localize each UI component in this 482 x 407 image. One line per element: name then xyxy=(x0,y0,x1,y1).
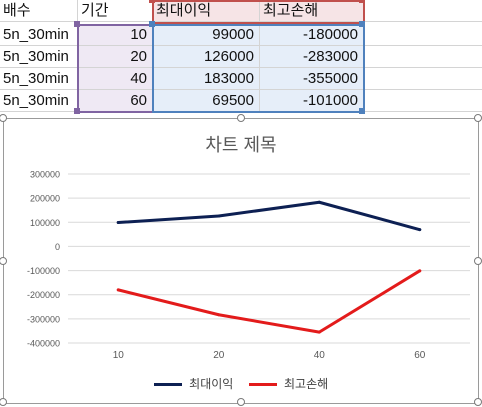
y-tick-label: 0 xyxy=(55,242,60,252)
spreadsheet: 배수 기간 최대이익 최고손해 5n_30min 10 99000 -18000… xyxy=(0,0,482,114)
legend-swatch-max-profit xyxy=(153,383,182,387)
empty-cell[interactable] xyxy=(364,90,482,112)
chart-plot-area: 300000 200000 100000 0 -100000 -200000 -300000… xyxy=(27,170,470,361)
legend-label: 최고손해 xyxy=(284,377,329,391)
cell-max-loss[interactable]: -355000 xyxy=(260,68,364,90)
chart-resize-handle[interactable] xyxy=(474,114,482,122)
x-tick-label: 20 xyxy=(213,350,225,361)
line-chart[interactable]: 차트 제목 300000 200000 100000 0 -100000 -200000 -… xyxy=(0,114,482,406)
y-tick-label: 100000 xyxy=(30,218,60,228)
cell-multiplier[interactable]: 5n_30min xyxy=(0,46,78,68)
chart-resize-handle[interactable] xyxy=(0,257,7,265)
empty-cell[interactable] xyxy=(364,46,482,68)
cell-max-profit[interactable]: 99000 xyxy=(153,24,260,46)
chart-title[interactable]: 차트 제목 xyxy=(205,135,277,155)
header-cell-max-profit[interactable]: 최대이익 xyxy=(153,0,260,22)
cell-max-loss[interactable]: -180000 xyxy=(260,24,364,46)
empty-cell[interactable] xyxy=(364,68,482,90)
chart-resize-handle[interactable] xyxy=(474,257,482,265)
cell-multiplier[interactable]: 5n_30min xyxy=(0,90,78,112)
data-point xyxy=(116,288,120,292)
cell-max-profit[interactable]: 69500 xyxy=(153,90,260,112)
legend-item-max-loss[interactable]: 최고손해 xyxy=(248,375,329,392)
x-tick-label: 10 xyxy=(113,350,125,361)
cell-max-loss[interactable]: -283000 xyxy=(260,46,364,68)
header-cell-max-loss[interactable]: 최고손해 xyxy=(260,0,364,22)
data-point xyxy=(217,313,221,317)
y-tick-label: -200000 xyxy=(27,290,60,300)
empty-cell[interactable] xyxy=(364,0,482,22)
data-point xyxy=(418,228,422,232)
y-tick-label: -300000 xyxy=(27,314,60,324)
cell-multiplier[interactable]: 5n_30min xyxy=(0,24,78,46)
data-point xyxy=(317,330,321,334)
cell-period[interactable]: 20 xyxy=(78,46,153,68)
series-line-1 xyxy=(116,269,422,334)
y-tick-label: -400000 xyxy=(27,339,60,349)
data-point xyxy=(418,269,422,273)
empty-cell[interactable] xyxy=(364,24,482,46)
x-tick-label: 40 xyxy=(314,350,326,361)
chart-resize-handle[interactable] xyxy=(474,398,482,406)
cell-max-profit[interactable]: 126000 xyxy=(153,46,260,68)
chart-resize-handle[interactable] xyxy=(0,398,7,406)
data-point xyxy=(116,221,120,225)
chart-resize-handle[interactable] xyxy=(237,114,245,122)
cell-max-profit[interactable]: 183000 xyxy=(153,68,260,90)
header-cell-period[interactable]: 기간 xyxy=(78,0,153,22)
legend-label: 최대이익 xyxy=(189,377,234,391)
cell-period[interactable]: 10 xyxy=(78,24,153,46)
cell-multiplier[interactable]: 5n_30min xyxy=(0,68,78,90)
chart-legend[interactable]: 최대이익 최고손해 xyxy=(4,375,478,392)
y-tick-label: -100000 xyxy=(27,266,60,276)
cell-period[interactable]: 40 xyxy=(78,68,153,90)
chart-resize-handle[interactable] xyxy=(0,114,7,122)
series-line-0 xyxy=(116,200,422,232)
header-cell-multiplier[interactable]: 배수 xyxy=(0,0,78,22)
y-tick-label: 200000 xyxy=(30,194,60,204)
cell-max-loss[interactable]: -101000 xyxy=(260,90,364,112)
x-tick-label: 60 xyxy=(414,350,426,361)
y-tick-label: 300000 xyxy=(30,170,60,180)
cell-period[interactable]: 60 xyxy=(78,90,153,112)
data-point xyxy=(317,200,321,204)
data-point xyxy=(217,214,221,218)
legend-item-max-profit[interactable]: 최대이익 xyxy=(153,375,234,392)
legend-swatch-max-loss xyxy=(248,383,277,387)
chart-resize-handle[interactable] xyxy=(237,398,245,406)
